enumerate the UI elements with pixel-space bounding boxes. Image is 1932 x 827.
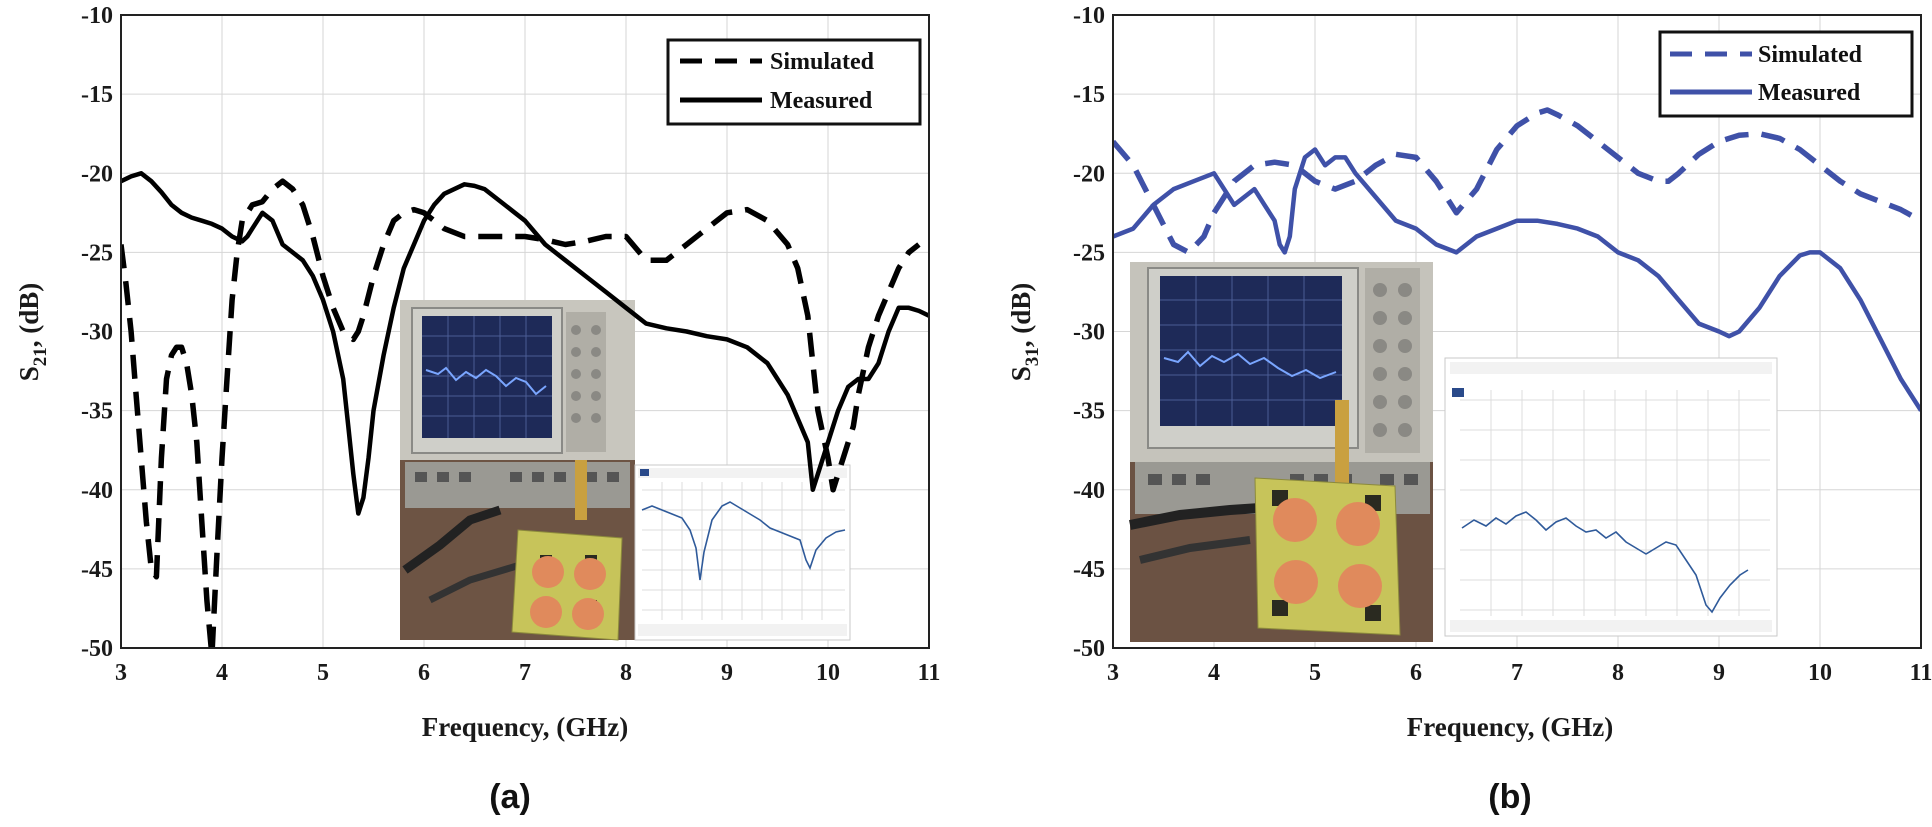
chart-b-ytick-label-6: -40: [1073, 478, 1105, 504]
chart-a-ytick-label-0: -10: [81, 3, 113, 29]
chart-a-y-ticks: -10 -15 -20 -25 -30 -35 -40 -45 -50: [81, 3, 113, 662]
chart-a-ytick-label-7: -45: [81, 557, 113, 583]
chart-b-xtick-label-1: 4: [1208, 660, 1220, 686]
chart-b-series-simulated-line: [1113, 107, 1921, 256]
chart-a-xtick-label-7: 10: [816, 660, 840, 686]
chart-b-xtick-label-6: 9: [1713, 660, 1725, 686]
chart-b-ytick-label-7: -45: [1073, 557, 1105, 583]
chart-b-ytick-label-0: -10: [1073, 3, 1105, 29]
chart-b-legend-simulated-label: Simulated: [1758, 42, 1863, 68]
chart-a-ylabel-main: S: [14, 366, 44, 381]
chart-a-ytick-label-4: -30: [81, 320, 113, 346]
chart-b-frame: [1112, 14, 1922, 649]
chart-a-legend: Simulated Measured: [666, 38, 922, 126]
chart-b-ylabel-main: S: [1006, 366, 1036, 381]
chart-b-panel-label: (b): [1488, 778, 1531, 816]
chart-b-inset-photo: [1129, 262, 1778, 642]
chart-b-xtick-label-3: 6: [1410, 660, 1422, 686]
chart-a-xtick-label-0: 3: [115, 660, 127, 686]
chart-a-ytick-label-6: -40: [81, 478, 113, 504]
chart-a-xtick-label-4: 7: [519, 660, 531, 686]
chart-a-ylabel-sub: 21: [30, 347, 51, 366]
chart-b-y-ticks: -10 -15 -20 -25 -30 -35 -40 -45 -50: [1073, 3, 1105, 662]
chart-b: 3 4 5 6 7 8 9 10 11 -10-15-20-25-30-35-40-45-50 …: [1006, 3, 1932, 816]
chart-a-xtick-label-3: 6: [418, 660, 430, 686]
chart-a-xtick-label-8: 11: [918, 660, 941, 686]
chart-b-xtick-label-7: 10: [1808, 660, 1832, 686]
chart-a-ylabel: S21, (dB): [14, 283, 51, 382]
chart-b-ytick-label-4: -30: [1073, 320, 1105, 346]
chart-b-ytick-label-8: -50: [1073, 636, 1105, 662]
chart-b-xtick-label-2: 5: [1309, 660, 1321, 686]
chart-b-ylabel-rest: , (dB): [1006, 283, 1036, 348]
chart-a-legend-simulated-label: Simulated: [770, 49, 875, 75]
chart-b-legend-measured-label: Measured: [1758, 80, 1861, 106]
chart-a-inset-photo: [400, 300, 851, 641]
chart-a-legend-measured-label: Measured: [770, 88, 873, 114]
chart-b-ytick-label-2: -20: [1073, 161, 1105, 187]
chart-a-xtick-label-5: 8: [620, 660, 632, 686]
chart-a-ytick-label-1: -15: [81, 82, 113, 108]
chart-a-ylabel-rest: , (dB): [14, 283, 44, 348]
chart-a-ytick-label-2: -20: [81, 161, 113, 187]
chart-a-ytick-label-5: -35: [81, 399, 113, 425]
chart-a-xtick-label-6: 9: [721, 660, 733, 686]
chart-b-series-measured-line: [1113, 147, 1921, 412]
chart-b-xtick-label-4: 7: [1511, 660, 1523, 686]
chart-a-xtick-label-2: 5: [317, 660, 329, 686]
chart-b-ytick-label-1: -15: [1073, 82, 1105, 108]
chart-a-panel-label: (a): [489, 778, 531, 816]
chart-b-xtick-label-0: 3: [1107, 660, 1119, 686]
chart-b-legend: Simulated Measured: [1658, 30, 1914, 118]
chart-a-x-ticks: 3 4 5 6 7 8 9 10 11: [115, 660, 940, 686]
chart-a-series-simulated-line: [121, 178, 921, 648]
chart-a-series-group: [121, 171, 929, 648]
chart-b-ylabel-sub: 31: [1022, 347, 1043, 366]
chart-a-xtick-label-1: 4: [216, 660, 228, 686]
chart-b-ytick-label-3: -25: [1073, 240, 1105, 266]
chart-b-xtick-label-5: 8: [1612, 660, 1624, 686]
chart-b-xlabel: Frequency, (GHz): [1407, 712, 1613, 742]
chart-a-xlabel: Frequency, (GHz): [422, 712, 628, 742]
chart-b-series-group: [1113, 107, 1921, 412]
chart-a-series-measured-line: [121, 171, 929, 516]
chart-b-x-ticks: 3 4 5 6 7 8 9 10 11: [1107, 660, 1932, 686]
chart-a: 3 4 5 6 7 8 9 10 11 -10-15-20-25-30-35-40-45-50 …: [14, 3, 940, 816]
chart-b-ylabel: S31, (dB): [1006, 283, 1043, 382]
chart-a-ytick-label-8: -50: [81, 636, 113, 662]
chart-a-frame: [120, 14, 930, 649]
chart-a-ytick-label-3: -25: [81, 240, 113, 266]
chart-b-ytick-label-5: -35: [1073, 399, 1105, 425]
chart-b-xtick-label-8: 11: [1910, 660, 1932, 686]
